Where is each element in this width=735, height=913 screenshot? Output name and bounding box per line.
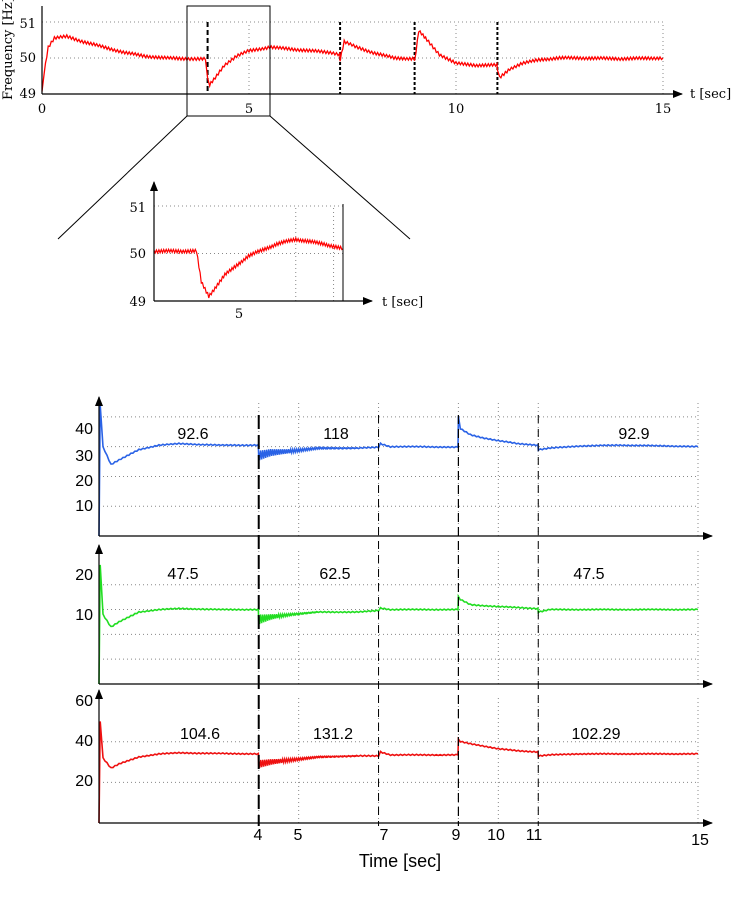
panel-green-annotation: 47.5 xyxy=(573,566,604,583)
panel-red-annotation: 104.6 xyxy=(180,726,220,743)
p1-line xyxy=(98,404,699,537)
panel-green-chart: 20 10 47.5 62.5 47.5 xyxy=(75,544,713,688)
frequency-series xyxy=(41,29,664,92)
frequency-x-tick-label: 15 xyxy=(655,102,672,117)
time-x-tick-label: 10 xyxy=(487,827,505,844)
time-x-tick-label: 9 xyxy=(452,827,461,844)
panel-blue-chart: 40 30 20 10 92.6 118 92.9 xyxy=(75,396,713,540)
zoom-series xyxy=(153,236,344,299)
shared-event-lines xyxy=(257,415,539,826)
frequency-y-tick-label: 49 xyxy=(19,87,36,102)
panel-red-y-tick-label: 40 xyxy=(75,733,93,750)
panel-blue-grid xyxy=(99,402,699,536)
panel-blue-annotation: 92.9 xyxy=(618,426,649,443)
zoom-y-tick-label: 49 xyxy=(129,295,146,310)
panel-green-annotation: 62.5 xyxy=(319,566,350,583)
p3-line xyxy=(98,721,699,824)
p3-oscillation xyxy=(258,755,358,768)
zoom-connector-right xyxy=(269,115,411,240)
panel-green-annotation: 47.5 xyxy=(167,566,198,583)
panel-blue-y-tick-label: 30 xyxy=(75,448,93,465)
panel-blue-annotation: 118 xyxy=(323,426,349,443)
time-x-tick-label: 7 xyxy=(380,827,389,844)
panel-blue-series xyxy=(98,404,699,537)
panel-green-y-tick-label: 20 xyxy=(75,567,93,584)
panel-green-y-tick-label: 10 xyxy=(75,607,93,624)
panel-red-annotation: 131.2 xyxy=(313,726,353,743)
panel-red-series xyxy=(98,721,699,824)
frequency-event-lines xyxy=(206,22,499,94)
time-x-axis-label: Time [sec] xyxy=(359,851,441,871)
zoom-window-box xyxy=(186,5,271,117)
frequency-x-tick-label: 0 xyxy=(38,102,46,117)
panel-red-y-tick-label: 60 xyxy=(75,693,93,710)
panel-red-chart: 60 40 20 104.6 131.2 102.29 4 5 7 9 10 1… xyxy=(75,689,713,871)
panel-blue-y-tick-label: 40 xyxy=(75,421,93,438)
panel-red-grid xyxy=(99,697,699,823)
zoom-inset-chart: t [sec] 51 50 49 5 xyxy=(129,181,423,322)
frequency-chart: t [sec] Frequency [Hz] 51 50 49 0 5 10 1… xyxy=(1,0,731,240)
zoom-y-tick-label: 51 xyxy=(129,201,146,216)
time-x-tick-label: 11 xyxy=(526,827,543,844)
zoom-x-axis-label: t [sec] xyxy=(382,295,423,310)
frequency-y-tick-label: 50 xyxy=(19,51,36,66)
zoom-x-tick-label: 5 xyxy=(235,307,243,322)
panel-blue-annotation: 92.6 xyxy=(177,426,208,443)
panel-red-y-tick-label: 20 xyxy=(75,773,93,790)
p1-oscillation xyxy=(258,445,359,461)
panel-blue-y-tick-label: 20 xyxy=(75,473,93,490)
frequency-x-tick-label: 5 xyxy=(245,102,253,117)
frequency-line xyxy=(41,29,664,92)
frequency-x-axis-label: t [sec] xyxy=(690,87,731,102)
panel-green-series xyxy=(98,564,699,685)
zoom-y-tick-label: 50 xyxy=(129,247,146,262)
p2-line xyxy=(98,564,699,685)
time-x-tick-label: 4 xyxy=(254,827,263,844)
time-x-tick-label: 5 xyxy=(294,827,303,844)
zoom-line xyxy=(153,236,344,299)
p2-oscillation xyxy=(258,611,319,625)
frequency-y-axis-label: Frequency [Hz] xyxy=(1,0,16,100)
time-x-tick-label: 15 xyxy=(691,832,709,849)
zoom-connector-left xyxy=(57,115,188,240)
panel-red-annotation: 102.29 xyxy=(572,726,621,743)
frequency-y-tick-label: 51 xyxy=(19,17,36,32)
frequency-x-tick-label: 10 xyxy=(448,102,465,117)
panel-blue-y-tick-label: 10 xyxy=(75,498,93,515)
